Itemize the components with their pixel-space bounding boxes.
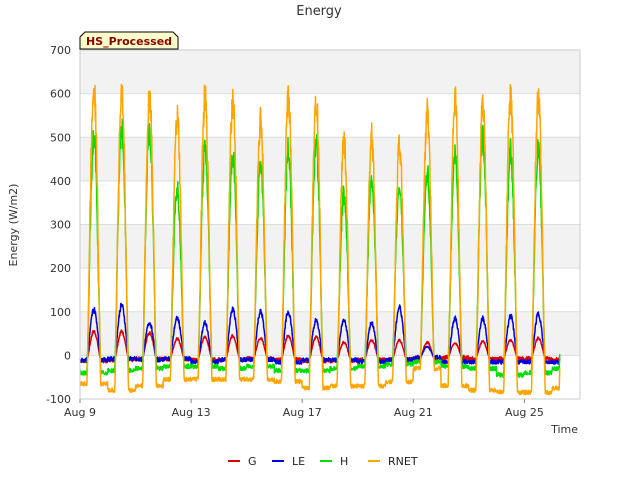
legend-label-h: H xyxy=(340,455,348,468)
x-tick-label: Aug 9 xyxy=(64,406,96,419)
series-line-g xyxy=(79,329,561,364)
y-axis-label: Energy (W/m2) xyxy=(7,184,20,267)
series-layer xyxy=(79,83,561,396)
legend-label-g: G xyxy=(248,455,257,468)
plot-frame xyxy=(79,49,581,400)
chart-title: Energy xyxy=(296,4,342,19)
x-tick-label: Aug 25 xyxy=(505,406,544,419)
y-tick-label: 500 xyxy=(50,131,71,144)
y-tick-label: 300 xyxy=(50,219,71,232)
y-tick-label: 200 xyxy=(50,262,71,275)
plot-band xyxy=(80,137,580,181)
y-tick-label: 100 xyxy=(50,306,71,319)
series-line-le xyxy=(79,302,561,365)
x-tick-label: Aug 17 xyxy=(283,406,322,419)
x-axis-label: Time xyxy=(550,423,578,436)
y-axis-ticks: -100 0 100 200 300 400 500 600 700 xyxy=(46,44,71,406)
legend: G LE H RNET xyxy=(228,455,418,468)
plot-band xyxy=(80,180,580,225)
y-tick-label: -100 xyxy=(46,393,71,406)
plot-band xyxy=(80,93,580,138)
badge-label: HS_Processed xyxy=(86,35,172,48)
x-tick-label: Aug 13 xyxy=(172,406,211,419)
series-line-rnet xyxy=(79,83,561,396)
y-tick-label: 700 xyxy=(50,44,71,57)
x-axis-ticks: Aug 9 Aug 13 Aug 17 Aug 21 Aug 25 xyxy=(64,399,544,419)
plot-band xyxy=(80,224,580,269)
y-tick-label: 0 xyxy=(64,349,71,362)
legend-label-le: LE xyxy=(292,455,305,468)
x-tick-label: Aug 21 xyxy=(394,406,433,419)
processed-badge: HS_Processed xyxy=(79,31,179,50)
y-tick-label: 400 xyxy=(50,175,71,188)
legend-label-rnet: RNET xyxy=(388,455,418,468)
plot-band xyxy=(80,268,580,312)
y-tick-label: 600 xyxy=(50,88,71,101)
plot-band xyxy=(80,311,580,356)
plot-band xyxy=(80,50,580,94)
